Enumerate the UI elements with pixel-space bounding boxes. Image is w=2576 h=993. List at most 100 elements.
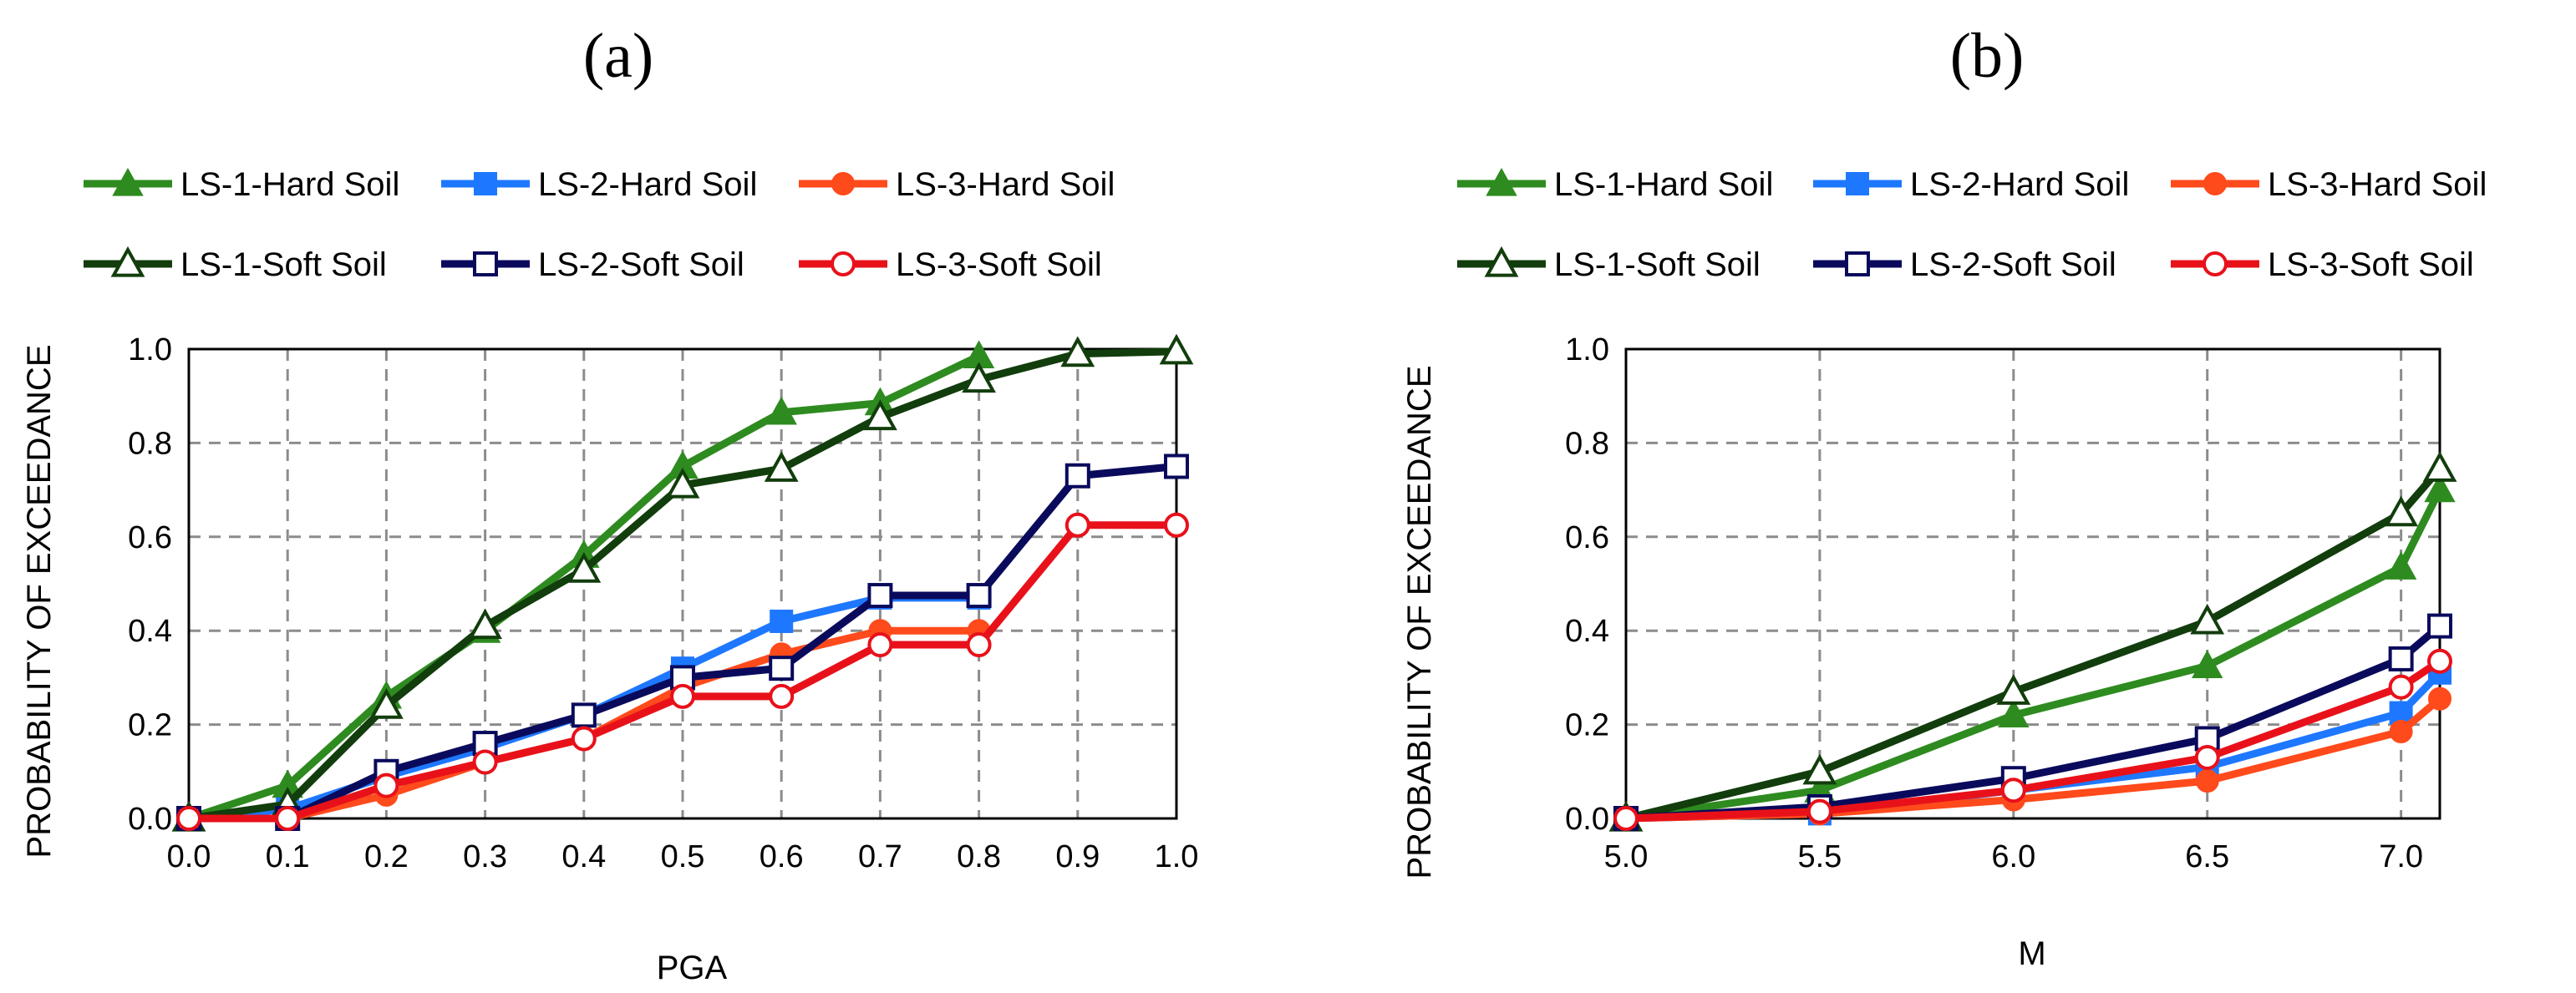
legend-item: LS-2-Hard Soil bbox=[441, 166, 757, 203]
legend-item: LS-2-Hard Soil bbox=[1813, 166, 2129, 203]
x-tick-label: 0.1 bbox=[266, 839, 310, 874]
data-point bbox=[1164, 512, 1189, 538]
data-point bbox=[1164, 453, 1189, 479]
y-tick-label: 0.4 bbox=[128, 614, 172, 649]
legend-item: LS-1-Soft Soil bbox=[84, 246, 387, 283]
data-point bbox=[867, 583, 893, 609]
data-point bbox=[1159, 333, 1194, 365]
chart-panel-a: (a) LS-1-Hard Soil LS-2-Hard Soil LS-3-Har… bbox=[21, 21, 1198, 986]
data-point bbox=[2000, 778, 2026, 803]
data-point bbox=[962, 362, 996, 393]
y-tick-label: 0.2 bbox=[128, 708, 172, 743]
chart-title-b: (b) bbox=[1950, 21, 2025, 91]
legend-label: LS-3-Soft Soil bbox=[896, 246, 1102, 283]
x-tick-label: 0.8 bbox=[957, 839, 1001, 874]
legend-item: LS-1-Soft Soil bbox=[1457, 246, 1761, 283]
legend-label: LS-2-Soft Soil bbox=[1910, 246, 2116, 283]
x-axis-label-b: M bbox=[2018, 935, 2045, 972]
legend-item: LS-3-Hard Soil bbox=[2171, 166, 2487, 203]
series-ls-1-soft-soil bbox=[171, 333, 1194, 832]
data-point bbox=[2195, 769, 2219, 793]
data-point bbox=[2427, 648, 2452, 674]
legend-marker bbox=[1486, 167, 1517, 196]
legend-label: LS-2-Hard Soil bbox=[1910, 166, 2129, 203]
legend-marker bbox=[1484, 246, 1519, 277]
data-point bbox=[2194, 726, 2220, 752]
data-point bbox=[765, 396, 797, 425]
data-point bbox=[966, 632, 992, 658]
legend-marker bbox=[2203, 172, 2227, 195]
legend-marker bbox=[831, 172, 855, 195]
plot-frame-b bbox=[1624, 347, 2441, 820]
legend-label: LS-1-Soft Soil bbox=[180, 246, 387, 283]
data-point bbox=[2194, 744, 2220, 770]
legend-marker bbox=[1845, 251, 1870, 276]
data-point bbox=[2192, 650, 2223, 678]
legend-marker bbox=[110, 246, 145, 277]
data-point bbox=[373, 773, 399, 798]
x-tick-label: 7.0 bbox=[2379, 839, 2423, 874]
y-tick-label: 1.0 bbox=[128, 332, 172, 367]
legend-item: LS-3-Soft Soil bbox=[799, 246, 1102, 283]
y-tick-label: 0.8 bbox=[1565, 426, 1609, 461]
data-point bbox=[2428, 686, 2452, 711]
data-point bbox=[966, 583, 992, 609]
data-point bbox=[1060, 336, 1095, 367]
grid-b bbox=[1626, 349, 2440, 818]
chart-panel-b: (b) LS-1-Hard Soil LS-2-Hard Soil LS-3-Har… bbox=[1401, 21, 2487, 972]
x-tick-label: 0.3 bbox=[463, 839, 507, 874]
series-ls-1-soft-soil bbox=[1608, 451, 2457, 832]
data-point bbox=[1996, 674, 2031, 705]
legend-b: LS-1-Hard Soil LS-2-Hard Soil LS-3-Hard So… bbox=[1457, 166, 2487, 283]
y-tick-label: 0.6 bbox=[128, 520, 172, 555]
data-point bbox=[571, 702, 597, 728]
legend-marker bbox=[1846, 172, 1869, 195]
data-point bbox=[2389, 720, 2413, 744]
data-point bbox=[2190, 603, 2225, 635]
x-tick-label: 0.0 bbox=[167, 839, 211, 874]
data-point bbox=[863, 399, 897, 431]
chart-title-a: (a) bbox=[583, 21, 653, 91]
data-point bbox=[176, 806, 201, 831]
data-point bbox=[1064, 512, 1090, 538]
data-point bbox=[472, 749, 498, 775]
x-tick-label: 0.5 bbox=[661, 839, 705, 874]
data-point bbox=[275, 806, 301, 831]
data-point bbox=[764, 451, 799, 482]
y-axis-label-b: PROBABILITY OF EXCEEDANCE bbox=[1401, 366, 1438, 879]
plot-frame-a bbox=[187, 347, 1178, 820]
x-tick-label: 0.9 bbox=[1055, 839, 1100, 874]
data-point bbox=[1802, 753, 1837, 785]
legend-marker bbox=[474, 172, 497, 195]
series-ls-3-soft-soil bbox=[1613, 648, 2452, 831]
data-point bbox=[867, 632, 893, 658]
data-point bbox=[1998, 699, 2030, 727]
series-line bbox=[1622, 464, 2444, 823]
data-point bbox=[2424, 474, 2456, 503]
data-point bbox=[2385, 551, 2417, 580]
legend-marker bbox=[831, 251, 856, 276]
legend-label: LS-1-Hard Soil bbox=[180, 166, 399, 203]
x-tick-label: 5.0 bbox=[1604, 839, 1649, 874]
legend-label: LS-3-Hard Soil bbox=[896, 166, 1115, 203]
data-point bbox=[369, 688, 404, 719]
y-tick-label: 0.4 bbox=[1565, 614, 1609, 649]
legend-label: LS-2-Hard Soil bbox=[538, 166, 757, 203]
legend-item: LS-2-Soft Soil bbox=[1813, 246, 2116, 283]
series-line bbox=[1622, 486, 2444, 823]
data-point bbox=[2388, 646, 2414, 671]
legend-marker bbox=[112, 167, 144, 196]
legend-item: LS-3-Soft Soil bbox=[2171, 246, 2474, 283]
y-tick-label: 0.0 bbox=[1565, 802, 1609, 837]
legend-item: LS-1-Hard Soil bbox=[1457, 166, 1773, 203]
y-axis-label-a: PROBABILITY OF EXCEEDANCE bbox=[21, 345, 58, 859]
data-point bbox=[571, 726, 597, 752]
x-tick-label: 6.5 bbox=[2185, 839, 2229, 874]
data-point bbox=[770, 609, 794, 633]
y-tick-label: 0.2 bbox=[1565, 708, 1609, 743]
y-tick-label: 0.8 bbox=[128, 426, 172, 461]
y-tick-label: 0.0 bbox=[128, 802, 172, 837]
x-tick-label: 0.6 bbox=[760, 839, 804, 874]
data-point bbox=[769, 656, 795, 681]
legend-label: LS-3-Soft Soil bbox=[2268, 246, 2474, 283]
